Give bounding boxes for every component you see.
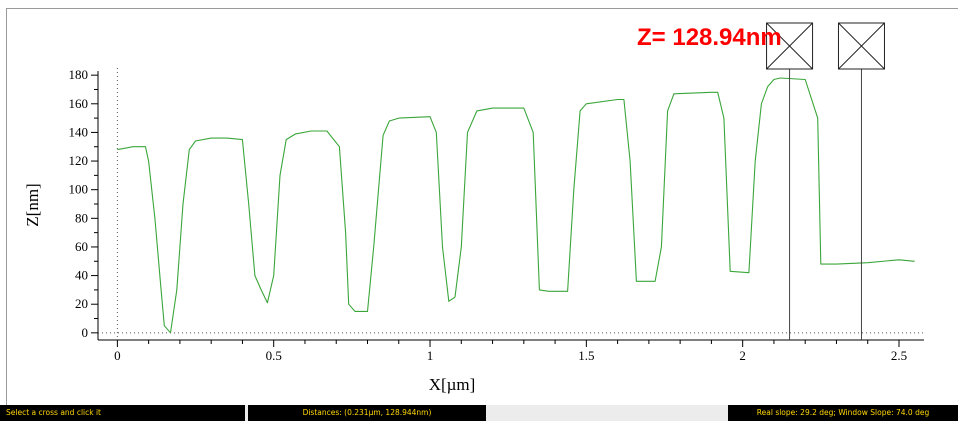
y-tick-label: 120 [69,153,89,168]
y-tick-label: 60 [75,239,88,254]
z-readout-annotation: Z= 128.94nm [637,24,782,51]
cursor-1[interactable] [766,22,814,340]
y-tick-label: 160 [69,96,89,111]
y-tick-label: 180 [69,67,89,82]
x-tick-label: 0 [114,348,121,363]
crossed-box-icon[interactable] [837,22,885,70]
status-slopes: Real slope: 29.2 deg; Window Slope: 74.0… [728,405,958,421]
y-tick-label: 80 [75,210,88,225]
x-tick-label: 0.5 [266,348,282,363]
status-distances: Distances: (0.231µm, 128.944nm) [248,405,486,421]
status-bar: Select a cross and click it Distances: (… [0,405,958,421]
x-tick-label: 2.5 [891,348,907,363]
y-tick-label: 20 [75,296,88,311]
y-tick-label: 40 [75,268,88,283]
y-tick-label: 100 [69,182,89,197]
cursor-2[interactable] [837,22,885,340]
y-tick-label: 140 [69,124,89,139]
status-instruction: Select a cross and click it [0,405,245,421]
x-axis-label: X[µm] [429,375,476,394]
y-axis-label: Z[nm] [23,183,42,226]
y-tick-label: 0 [82,325,89,340]
profile-chart[interactable]: 0 0.5 1 1.5 2 2.5 0 20 40 60 80 100 120 140 160 180 X[µ… [0,0,958,405]
x-tick-label: 2 [739,348,746,363]
x-tick-label: 1.5 [578,348,594,363]
profile-plot-area[interactable] [6,8,958,405]
crossed-box-icon[interactable] [766,22,814,70]
x-tick-label: 1 [427,348,434,363]
profile-series-line [117,77,915,334]
